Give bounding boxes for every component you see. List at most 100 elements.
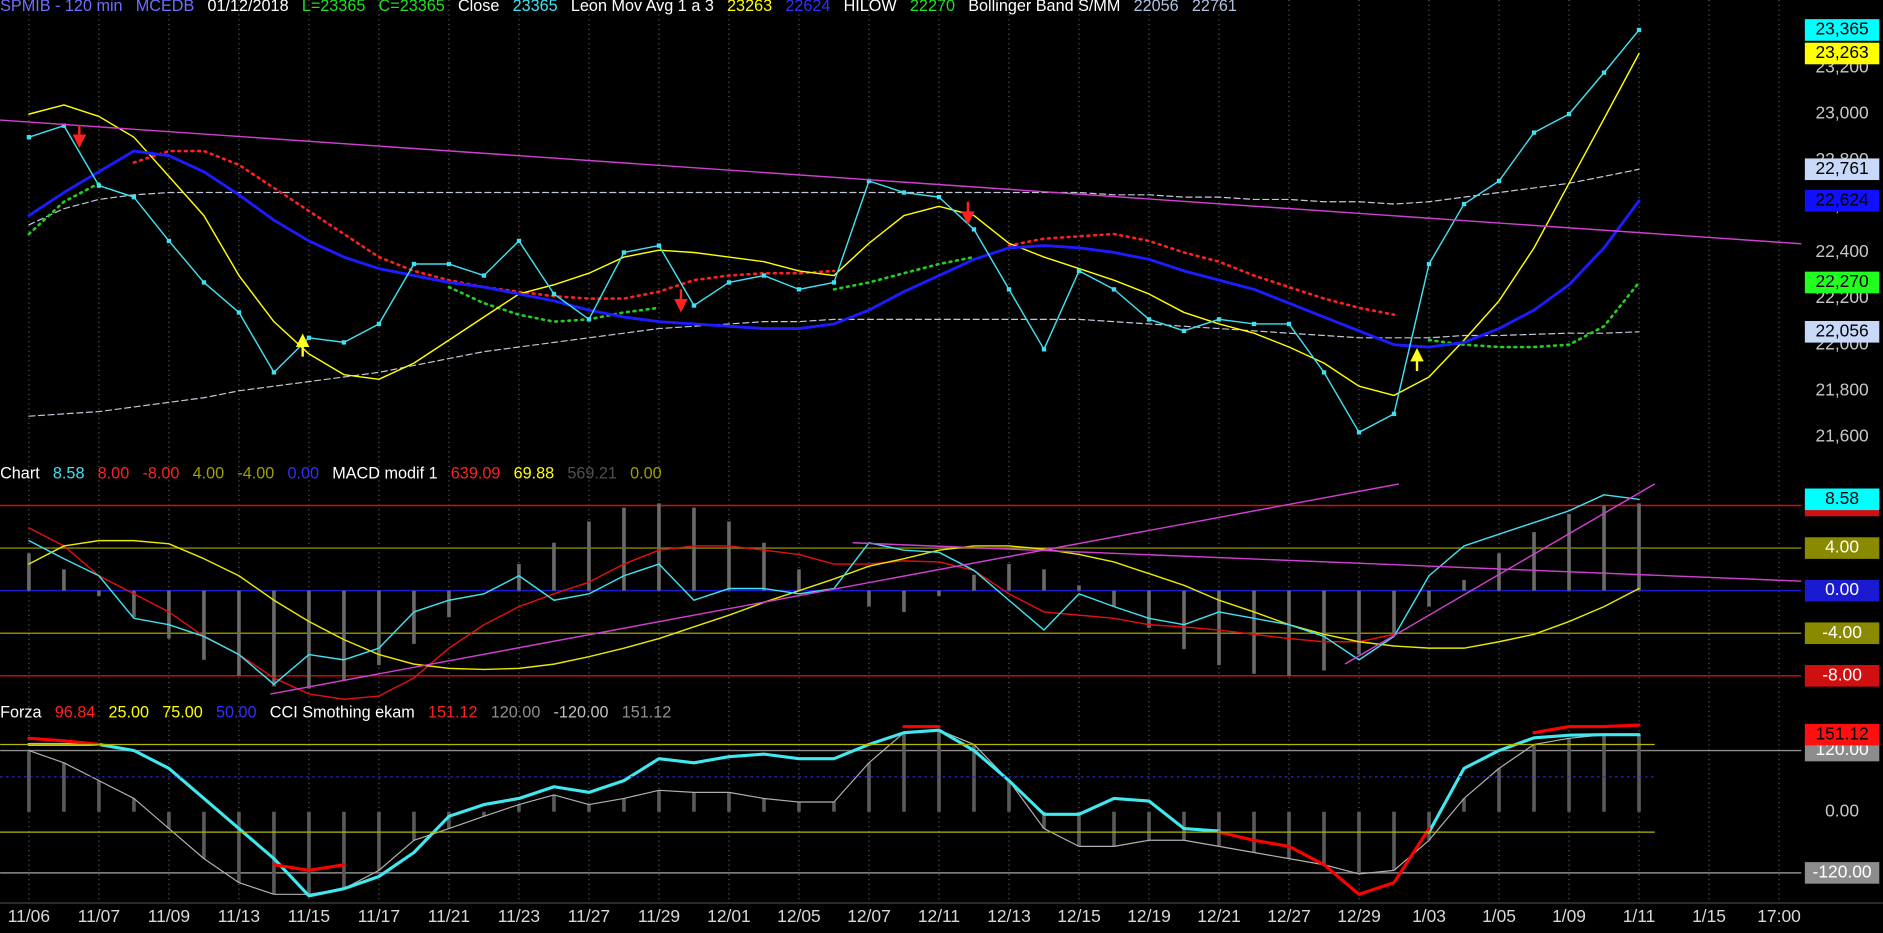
data-point: [1461, 201, 1467, 207]
data-point: [691, 303, 697, 308]
x-tick-label: 12/21: [1197, 906, 1241, 926]
header-item: Leon Mov Avg 1 a 3: [571, 0, 714, 15]
x-tick-label: 11/09: [148, 906, 190, 926]
series-line: [1007, 232, 1396, 317]
header-item: Forza: [0, 704, 42, 722]
header-item: Chart: [0, 465, 40, 483]
data-point: [551, 291, 557, 297]
data-point: [1216, 317, 1222, 322]
y-tick-label: 21,600: [1815, 426, 1868, 446]
trend-line: [270, 483, 1400, 695]
data-point: [446, 261, 452, 267]
data-point: [1391, 411, 1397, 417]
series-line: [447, 285, 661, 323]
header-item: 22624: [785, 0, 830, 15]
data-point: [376, 321, 382, 327]
sell-arrow: [72, 124, 87, 148]
header-item: MCEDB: [136, 0, 195, 15]
data-point: [1496, 178, 1502, 184]
value-label: 151.12: [1815, 723, 1868, 743]
series-line: [132, 149, 836, 300]
header-item: Bollinger Band S/MM: [968, 0, 1120, 15]
header-item: 4.00: [193, 465, 225, 483]
data-point: [481, 273, 487, 278]
data-point: [1006, 287, 1012, 292]
tick-box: [1804, 579, 1880, 602]
series-line: [28, 52, 1640, 397]
x-tick-label: 12/27: [1267, 906, 1311, 926]
y-tick-label: -120.00: [1813, 861, 1872, 881]
data-point: [1146, 317, 1152, 322]
header-item: L=23365: [302, 0, 366, 15]
header-item: 22270: [910, 0, 955, 15]
data-point: [96, 183, 102, 188]
data-point: [61, 123, 67, 128]
drawing-tools: [0, 119, 1883, 904]
header-item: 22056: [1134, 0, 1179, 15]
buy-arrow: [1410, 347, 1424, 372]
buy-arrow: [295, 333, 310, 357]
header-item: C=23365: [379, 0, 445, 15]
value-label: 22,056: [1815, 320, 1868, 340]
header-item: 0.00: [287, 465, 319, 483]
data-point: [306, 335, 312, 340]
header-item: 0.00: [630, 465, 662, 483]
data-point: [166, 238, 172, 244]
x-tick-label: 12/29: [1337, 906, 1381, 926]
x-tick-label: 1/09: [1552, 906, 1586, 926]
data-point: [1426, 261, 1432, 267]
x-tick-label: 12/15: [1057, 906, 1101, 926]
series-line: [28, 168, 1640, 226]
value-label: 8.58: [1825, 488, 1859, 508]
value-label: 23,263: [1815, 42, 1868, 62]
x-tick-label: 11/15: [288, 906, 330, 926]
data-point: [411, 261, 417, 267]
x-tick-label: 12/11: [918, 906, 960, 926]
x-tick-label: 11/07: [78, 906, 120, 926]
series-line: [1427, 733, 1641, 834]
x-tick-label: 11/21: [428, 906, 470, 926]
data-point: [866, 178, 872, 184]
header-item: HILOW: [844, 0, 898, 15]
data-point: [586, 317, 592, 322]
value-box: [1804, 190, 1880, 212]
value-label: 22,761: [1815, 158, 1868, 178]
series-line: [28, 729, 1640, 895]
series-line: [28, 539, 1640, 671]
x-tick-label: 1/11: [1623, 906, 1656, 926]
header-item: -4.00: [237, 465, 274, 483]
series-line: [27, 736, 101, 746]
x-tick-label: 1/15: [1692, 906, 1726, 926]
x-tick-label: 11/27: [568, 906, 610, 926]
tick-box: [1804, 537, 1880, 559]
header-item: 96.84: [55, 704, 96, 722]
header-item: 151.12: [622, 704, 672, 722]
data-point: [201, 280, 207, 285]
sell-arrow: [961, 201, 975, 225]
series-line: [27, 728, 1221, 898]
tick-box: [1804, 665, 1880, 687]
header-item: 120.00: [491, 704, 541, 722]
value-label: 23,365: [1815, 19, 1868, 39]
header-item: 23365: [513, 0, 558, 15]
data-point: [1111, 287, 1117, 292]
x-tick-label: 12/01: [707, 906, 751, 926]
plot-area: [0, 0, 1802, 903]
header-item: SPMIB - 120 min: [0, 0, 122, 15]
data-point: [1181, 328, 1187, 334]
data-point: [1601, 70, 1607, 75]
series-line: [1217, 826, 1431, 896]
x-tick-label: 12/05: [777, 906, 821, 926]
data-point: [1076, 268, 1082, 274]
data-point: [1251, 321, 1257, 327]
panel-header: Forza 96.84 25.00 75.00 50.00 CCI Smothing ek…: [0, 704, 671, 722]
data-point: [1531, 130, 1537, 135]
data-point: [236, 310, 242, 315]
series-line: [1427, 281, 1641, 349]
data-point: [831, 280, 837, 285]
series-line: [28, 527, 1395, 700]
y-tick-label: -4.00: [1822, 622, 1862, 642]
data-point: [726, 280, 732, 285]
data-point: [796, 287, 802, 292]
